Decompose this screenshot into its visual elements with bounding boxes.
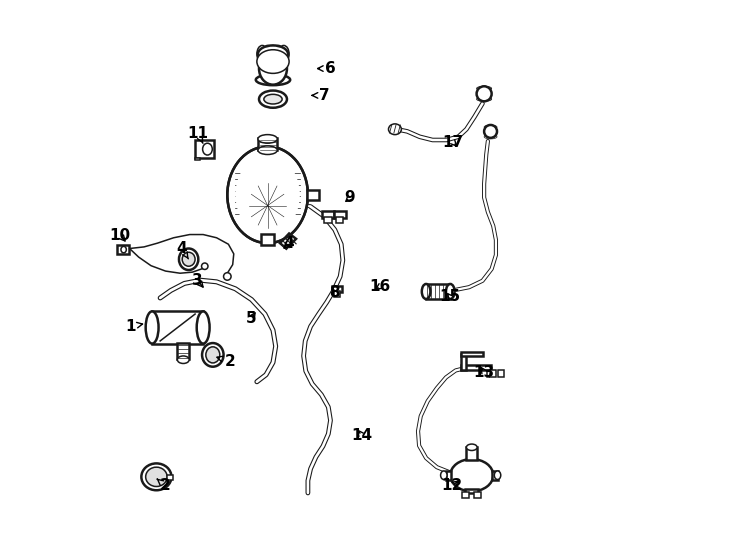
Bar (261, 234, 274, 245)
Ellipse shape (236, 154, 300, 235)
Ellipse shape (440, 471, 447, 480)
Text: 13: 13 (473, 364, 495, 380)
Ellipse shape (388, 124, 401, 134)
Bar (426, 284, 450, 299)
Bar (487, 370, 496, 377)
Bar (178, 342, 189, 359)
Bar (307, 191, 319, 200)
Bar (322, 211, 334, 218)
Ellipse shape (142, 463, 172, 490)
Ellipse shape (202, 343, 224, 367)
Bar (493, 471, 498, 480)
Text: 17: 17 (443, 134, 463, 150)
Bar (462, 492, 468, 498)
Ellipse shape (197, 312, 210, 343)
Bar (334, 211, 346, 218)
Ellipse shape (268, 45, 278, 63)
Ellipse shape (476, 97, 492, 102)
Ellipse shape (202, 263, 208, 269)
Ellipse shape (257, 45, 268, 63)
Ellipse shape (476, 86, 492, 102)
Ellipse shape (484, 125, 497, 129)
Text: 16: 16 (370, 279, 391, 294)
Ellipse shape (466, 444, 477, 450)
Ellipse shape (273, 45, 284, 63)
Ellipse shape (278, 45, 289, 63)
Bar (461, 352, 482, 356)
Ellipse shape (484, 128, 497, 132)
Ellipse shape (476, 90, 492, 94)
Ellipse shape (145, 312, 159, 343)
Text: 11: 11 (187, 125, 208, 143)
Ellipse shape (206, 347, 219, 363)
Text: 2: 2 (217, 354, 236, 369)
Bar (336, 218, 344, 222)
Text: 1: 1 (126, 319, 142, 334)
Text: 4: 4 (284, 235, 294, 251)
Bar (465, 489, 479, 494)
Ellipse shape (145, 467, 167, 487)
Text: 2: 2 (157, 478, 171, 494)
Bar (466, 447, 477, 460)
Ellipse shape (494, 471, 501, 480)
Polygon shape (280, 233, 296, 248)
Ellipse shape (179, 248, 198, 270)
Bar (334, 291, 340, 298)
Ellipse shape (255, 75, 290, 85)
Text: 14: 14 (351, 428, 372, 443)
Ellipse shape (259, 91, 287, 108)
Ellipse shape (259, 52, 287, 85)
Bar (461, 354, 466, 370)
Ellipse shape (484, 125, 497, 138)
Ellipse shape (258, 134, 277, 143)
Bar (446, 471, 451, 480)
Ellipse shape (484, 134, 497, 139)
Text: 6: 6 (318, 61, 336, 76)
Text: 9: 9 (344, 190, 355, 205)
Ellipse shape (121, 246, 126, 253)
Bar (117, 245, 129, 254)
Ellipse shape (450, 459, 493, 491)
Ellipse shape (224, 273, 231, 280)
Ellipse shape (476, 93, 492, 98)
Ellipse shape (178, 356, 189, 363)
Ellipse shape (182, 252, 195, 266)
Text: 4: 4 (176, 241, 189, 259)
Bar (195, 140, 214, 158)
Bar (324, 218, 332, 222)
Bar (167, 475, 172, 480)
Ellipse shape (422, 284, 430, 299)
Text: 7: 7 (312, 88, 330, 103)
Bar (332, 286, 342, 292)
Ellipse shape (228, 146, 308, 243)
Bar (498, 370, 504, 377)
Text: 8: 8 (330, 285, 340, 300)
Bar (461, 365, 490, 370)
Ellipse shape (476, 86, 492, 91)
Ellipse shape (258, 45, 288, 63)
Text: 3: 3 (192, 273, 203, 288)
Ellipse shape (484, 131, 497, 136)
Bar (474, 492, 481, 498)
Ellipse shape (264, 94, 282, 104)
Text: 15: 15 (440, 289, 461, 305)
Text: 12: 12 (441, 478, 462, 494)
Ellipse shape (257, 50, 289, 73)
Bar (258, 138, 277, 150)
Bar (152, 312, 203, 343)
Text: 10: 10 (109, 227, 131, 242)
Ellipse shape (262, 45, 273, 63)
Text: 5: 5 (246, 311, 257, 326)
Ellipse shape (446, 284, 454, 299)
Bar (195, 158, 200, 160)
Ellipse shape (258, 146, 277, 154)
Ellipse shape (203, 143, 212, 155)
